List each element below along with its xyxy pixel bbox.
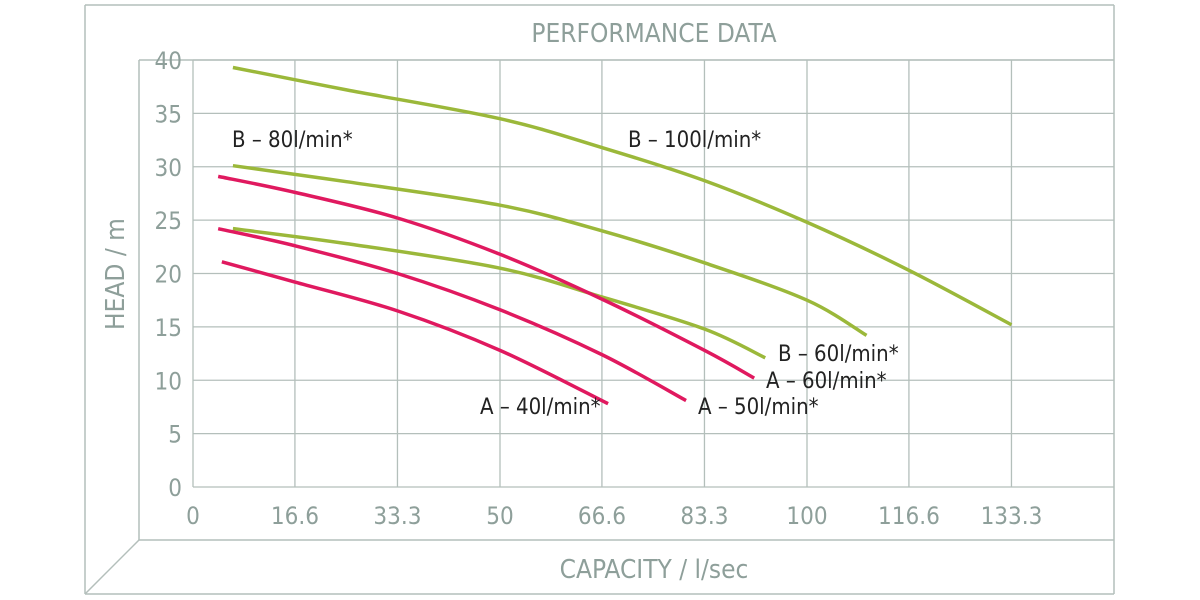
series-label: B – 60l/min* bbox=[778, 342, 899, 367]
y-tick-label: 0 bbox=[168, 474, 182, 502]
y-tick-label: 35 bbox=[155, 100, 182, 128]
series-line-b bbox=[232, 226, 766, 360]
series-line-b bbox=[232, 65, 1013, 327]
y-tick-label: 20 bbox=[155, 261, 182, 289]
y-tick-label: 15 bbox=[155, 314, 182, 342]
series-line-a bbox=[217, 226, 687, 403]
y-tick-label: 5 bbox=[168, 421, 182, 449]
series-label: A – 60l/min* bbox=[766, 369, 887, 394]
x-tick-label: 83.3 bbox=[680, 502, 728, 530]
series-label: A – 50l/min* bbox=[698, 395, 819, 420]
frame-line bbox=[84, 539, 140, 595]
series-line-b bbox=[232, 163, 868, 337]
y-axis-label: HEAD / m bbox=[101, 218, 131, 330]
y-tick-label: 10 bbox=[155, 367, 182, 395]
grid bbox=[192, 59, 1114, 488]
y-tick-label: 30 bbox=[155, 154, 182, 182]
x-tick-label: 0 bbox=[186, 502, 200, 530]
x-tick-label: 133.3 bbox=[981, 502, 1043, 530]
x-tick-label: 50 bbox=[486, 502, 513, 530]
series-label: B – 80l/min* bbox=[232, 128, 353, 153]
x-tick-label: 16.6 bbox=[271, 502, 319, 530]
x-tick-label: 33.3 bbox=[373, 502, 421, 530]
chart-frame bbox=[84, 4, 1115, 595]
x-tick-label: 116.6 bbox=[878, 502, 940, 530]
y-tick-label: 25 bbox=[155, 207, 182, 235]
curves bbox=[217, 65, 1013, 406]
series-line-a bbox=[217, 174, 756, 380]
series-label: A – 40l/min* bbox=[480, 395, 601, 420]
x-axis-label: CAPACITY / l/sec bbox=[560, 555, 749, 585]
chart-title: PERFORMANCE DATA bbox=[531, 19, 776, 49]
series-line-a bbox=[221, 260, 609, 406]
x-tick-label: 100 bbox=[786, 502, 827, 530]
series-label: B – 100l/min* bbox=[628, 128, 761, 153]
x-tick-label: 66.6 bbox=[578, 502, 626, 530]
y-tick-label: 40 bbox=[155, 47, 182, 75]
